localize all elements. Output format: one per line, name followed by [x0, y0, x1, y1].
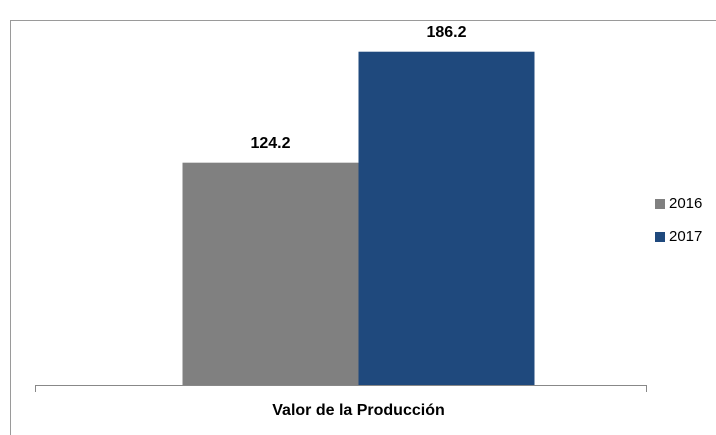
- bar: [182, 162, 359, 385]
- legend-label: 2017: [669, 228, 702, 245]
- legend-swatch: [655, 199, 665, 209]
- legend-swatch: [655, 232, 665, 242]
- data-label: 124.2: [250, 135, 290, 152]
- legend-label: 2016: [669, 195, 702, 212]
- bar: [358, 51, 535, 386]
- data-label: 186.2: [426, 24, 466, 41]
- x-tick-label: Valor de la Producción: [272, 402, 445, 419]
